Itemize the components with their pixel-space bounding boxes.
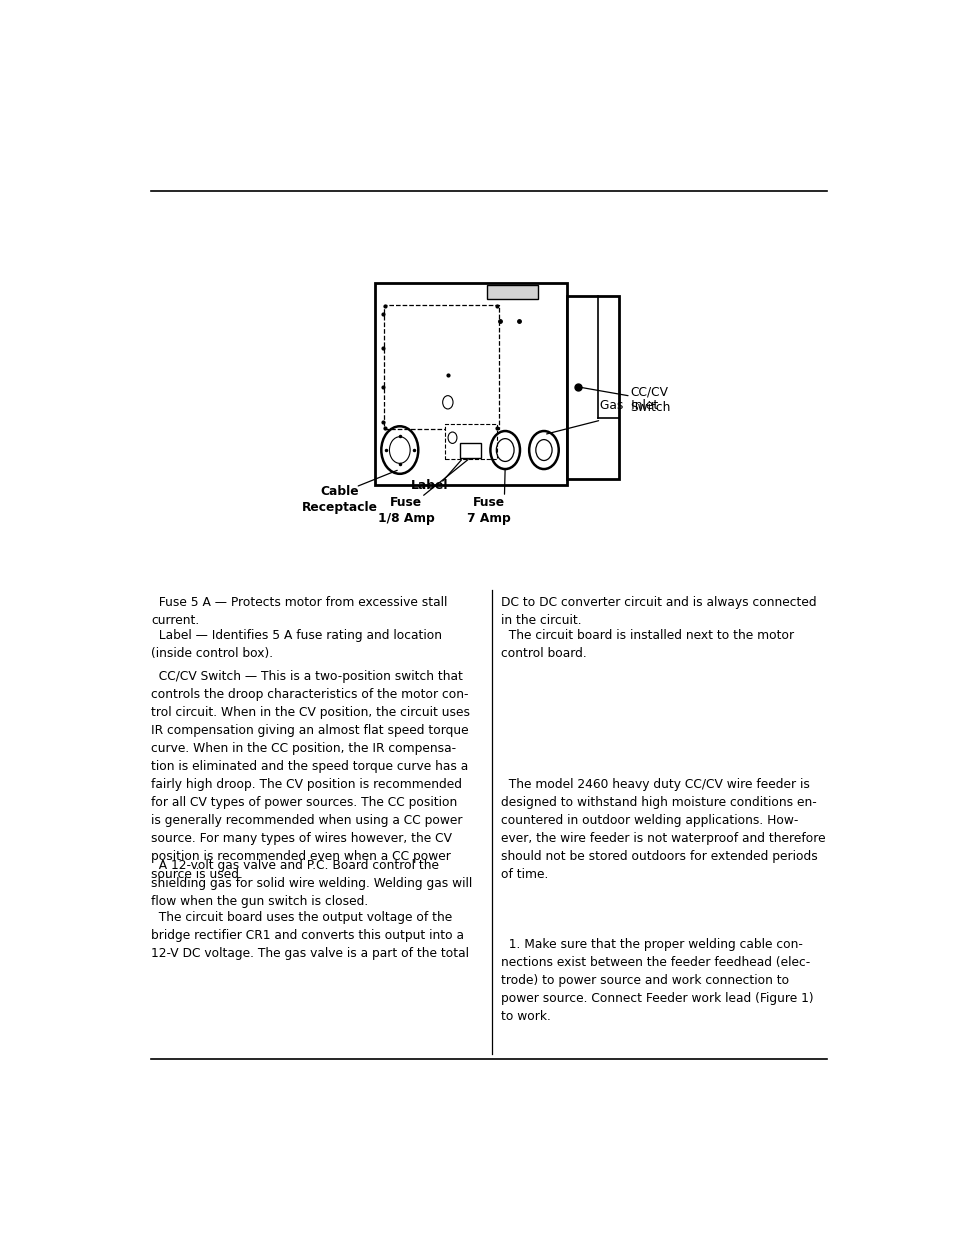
Bar	[459, 443, 480, 458]
Text: Fuse 5 A — Protects motor from excessive stall
current.: Fuse 5 A — Protects motor from excessive…	[151, 597, 447, 627]
Bar	[487, 285, 537, 299]
Text: CC/CV Switch — This is a two-position switch that
controls the droop characteris: CC/CV Switch — This is a two-position sw…	[151, 671, 470, 882]
Text: Gas  Inlet: Gas Inlet	[599, 399, 658, 412]
Text: 1. Make sure that the proper welding cable con-
nections exist between the feede: 1. Make sure that the proper welding cab…	[500, 939, 813, 1024]
Bar	[444, 424, 497, 458]
Text: A 12-volt gas valve and P.C. Board control the
shielding gas for solid wire weld: A 12-volt gas valve and P.C. Board contr…	[151, 858, 472, 908]
Text: CC/CV
Switch: CC/CV Switch	[630, 385, 670, 415]
Text: The circuit board is installed next to the motor
control board.: The circuit board is installed next to t…	[500, 630, 793, 661]
Text: Label — Identifies 5 A fuse rating and location
(inside control box).: Label — Identifies 5 A fuse rating and l…	[151, 630, 441, 661]
Text: DC to DC converter circuit and is always connected
in the circuit.: DC to DC converter circuit and is always…	[500, 597, 816, 627]
Text: Label: Label	[410, 479, 448, 493]
Text: Cable
Receptacle: Cable Receptacle	[302, 485, 377, 515]
Bar	[383, 305, 498, 430]
Text: The model 2460 heavy duty CC/CV wire feeder is
designed to withstand high moistu: The model 2460 heavy duty CC/CV wire fee…	[500, 778, 824, 881]
Text: The circuit board uses the output voltage of the
bridge rectifier CR1 and conver: The circuit board uses the output voltag…	[151, 911, 469, 960]
Bar	[567, 296, 618, 479]
Bar	[375, 283, 567, 484]
Text: Fuse
7 Amp: Fuse 7 Amp	[467, 496, 510, 525]
Text: Fuse
1/8 Amp: Fuse 1/8 Amp	[377, 496, 434, 525]
